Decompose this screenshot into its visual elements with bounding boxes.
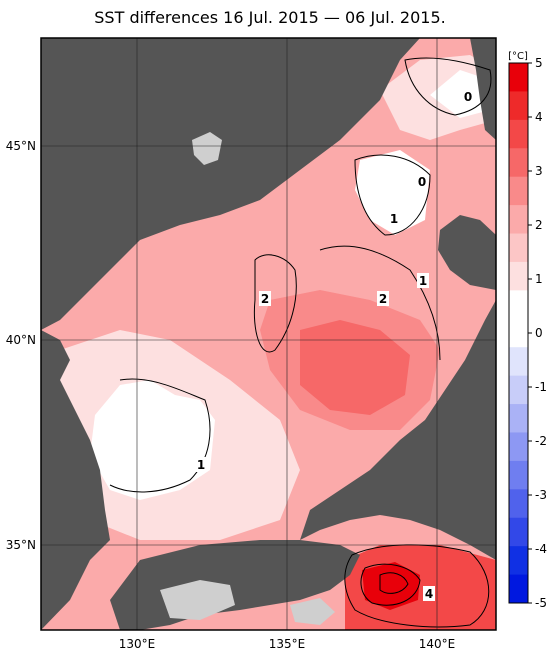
island-nodata xyxy=(192,132,222,165)
contour-label-1b: 1 xyxy=(419,274,427,288)
colorbar-tick-label: -3 xyxy=(535,488,547,502)
colorbar-cell xyxy=(509,517,528,547)
land-sakhalin xyxy=(470,38,496,140)
y-tick-35N: 35°N xyxy=(6,538,36,552)
contour-label-box xyxy=(417,273,429,288)
colorbar-cell xyxy=(509,546,528,576)
map-title: SST differences 16 Jul. 2015 — 06 Jul. 2… xyxy=(94,8,446,27)
axis-labels: 130°E 135°E 140°E 45°N 40°N 35°N xyxy=(6,139,456,651)
land-nodata-south xyxy=(160,580,235,620)
colorbar-tick-label: 3 xyxy=(535,164,543,178)
contour-labels: 0 0 1 1 2 2 1 4 xyxy=(195,89,474,601)
contour-label-box xyxy=(462,89,474,104)
y-tick-40N: 40°N xyxy=(6,333,36,347)
contour-label-1a: 1 xyxy=(390,212,398,226)
colorbar-cell xyxy=(509,489,528,519)
colorbar-cell xyxy=(509,91,528,121)
colorbar-cell xyxy=(509,318,528,348)
land-nodata-kii xyxy=(290,598,335,625)
contour-label-box xyxy=(416,174,428,189)
contour-label-2b: 2 xyxy=(379,292,387,306)
colorbar-cell xyxy=(509,432,528,462)
contour-label-box xyxy=(195,457,207,472)
sea-max-zone xyxy=(362,562,420,610)
x-tick-140E: 140°E xyxy=(419,637,456,651)
x-tick-130E: 130°E xyxy=(119,637,156,651)
land-hokkaido xyxy=(438,215,496,290)
sea-warmer-zone xyxy=(300,320,410,415)
colorbar-tick-label: -2 xyxy=(535,434,547,448)
sea-zero-zone-central xyxy=(355,150,430,235)
colorbar: [°C] 5 4 3 2 1 0 -1 -2 -3 -4 -5 xyxy=(508,51,547,610)
sea-zero-zone-north xyxy=(430,70,490,118)
colorbar-cell xyxy=(509,404,528,433)
contour-label-box xyxy=(388,211,400,226)
colorbar-cell xyxy=(509,233,528,263)
colorbar-tick-label: 2 xyxy=(535,218,543,232)
colorbar-cell xyxy=(509,574,528,604)
land-korea xyxy=(41,330,110,630)
contour-label-box xyxy=(423,586,435,601)
colorbar-cell xyxy=(509,261,528,291)
colorbar-tick-label: 0 xyxy=(535,326,543,340)
colorbar-tick-label: 4 xyxy=(535,110,543,124)
contour-label-2a: 2 xyxy=(261,292,269,306)
x-tick-135E: 135°E xyxy=(269,637,306,651)
land-russia xyxy=(41,38,420,330)
sea-zero-zone-west xyxy=(90,380,215,500)
colorbar-cell xyxy=(509,205,528,235)
colorbar-tick-label: 1 xyxy=(535,272,543,286)
colorbar-ticks: 5 4 3 2 1 0 -1 -2 -3 -4 -5 xyxy=(528,56,547,610)
colorbar-unit: [°C] xyxy=(508,51,528,62)
colorbar-tick-label: 5 xyxy=(535,56,543,70)
land-honshu xyxy=(300,300,496,560)
graticule xyxy=(41,38,496,630)
map-frame xyxy=(40,37,497,631)
colorbar-cell xyxy=(509,460,528,490)
colorbar-cell xyxy=(509,119,528,149)
colorbar-cell xyxy=(509,176,528,206)
colorbar-cells xyxy=(509,63,528,604)
colorbar-cell xyxy=(509,63,528,92)
contour-label-0b: 0 xyxy=(418,175,426,189)
y-tick-45N: 45°N xyxy=(6,139,36,153)
colorbar-tick-label: -4 xyxy=(535,542,547,556)
contour-label-0a: 0 xyxy=(464,90,472,104)
colorbar-cell xyxy=(509,290,528,320)
contour-label-box xyxy=(259,291,271,306)
colorbar-tick-label: -1 xyxy=(535,380,547,394)
contour-label-4: 4 xyxy=(425,587,433,601)
colorbar-tick-label: -5 xyxy=(535,596,547,610)
colorbar-cell xyxy=(509,148,528,178)
colorbar-cell xyxy=(509,375,528,405)
contour-label-1c: 1 xyxy=(197,458,205,472)
contour-label-box xyxy=(377,291,389,306)
colorbar-cell xyxy=(509,347,528,377)
map-body xyxy=(41,38,496,630)
